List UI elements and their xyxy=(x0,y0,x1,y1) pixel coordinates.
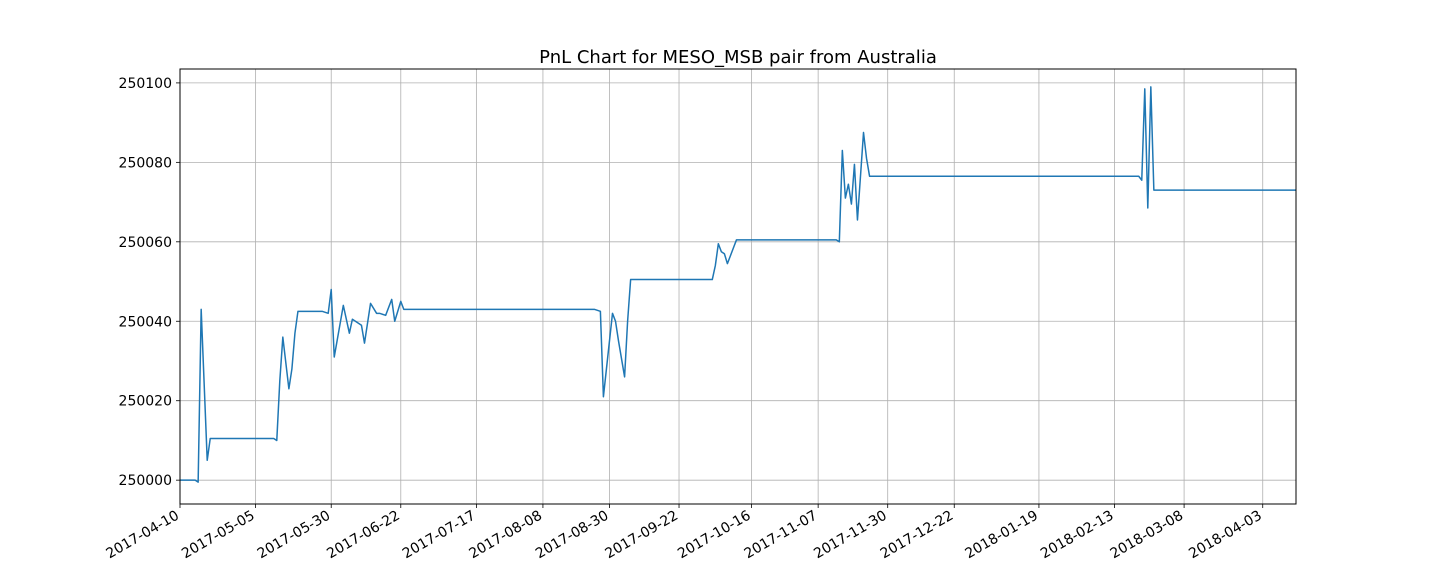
plot-frame xyxy=(179,68,1297,505)
gridlines xyxy=(179,69,1296,504)
y-tick-label: 250000 xyxy=(119,473,172,489)
pnl-series-line xyxy=(180,86,1296,483)
chart-title: PnL Chart for MESO_MSB pair from Austral… xyxy=(539,47,937,68)
y-tick-label: 250080 xyxy=(119,155,172,171)
y-tick-label: 250100 xyxy=(119,76,172,92)
y-tick-label: 250020 xyxy=(119,394,172,410)
series-layer xyxy=(180,86,1296,483)
y-tick-label: 250040 xyxy=(119,314,172,330)
y-tick-label: 250060 xyxy=(119,235,172,251)
